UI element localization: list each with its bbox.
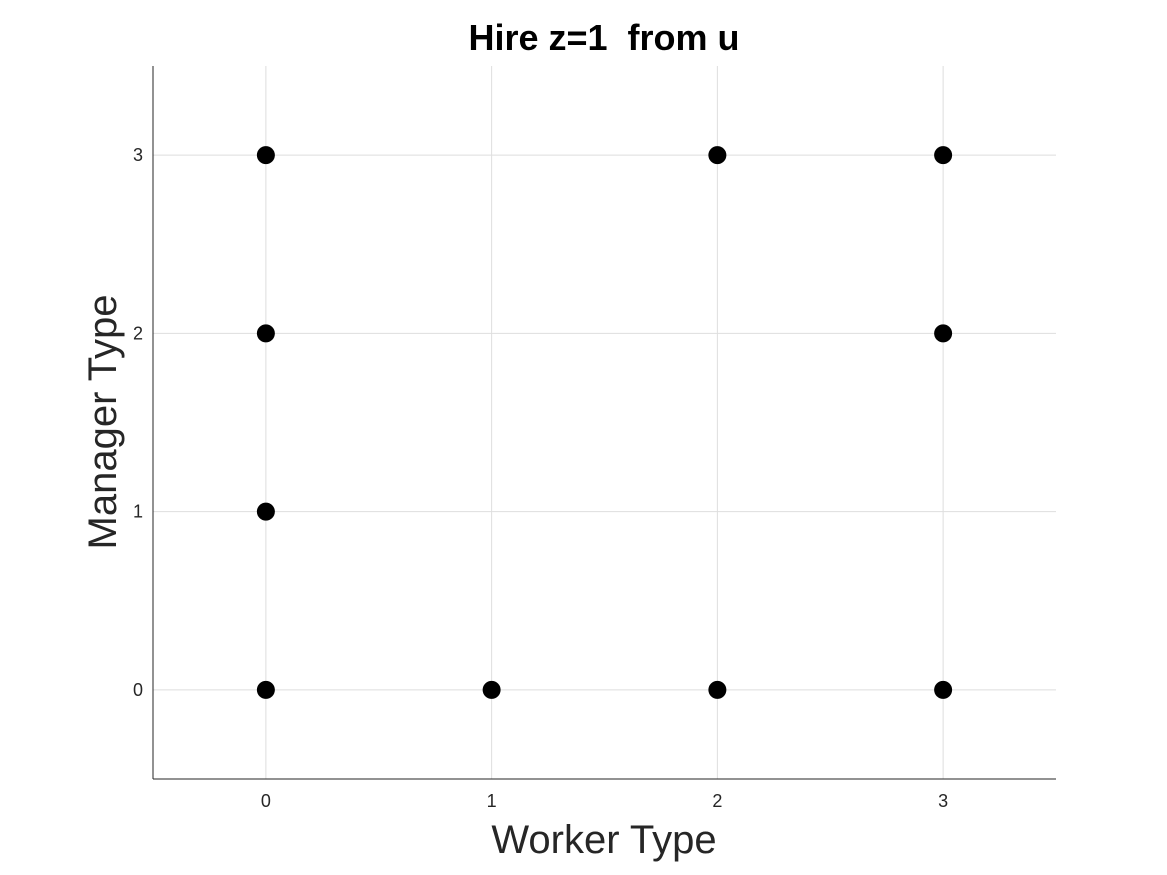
chart-title: Hire z=1 from u — [468, 17, 739, 58]
x-tick-label: 1 — [487, 791, 497, 811]
data-point — [256, 502, 275, 521]
data-point — [708, 680, 727, 699]
x-tick-label: 2 — [712, 791, 722, 811]
y-tick-label: 2 — [133, 323, 143, 343]
y-tick-label: 3 — [133, 145, 143, 165]
y-tick-label: 0 — [133, 680, 143, 700]
data-point — [934, 680, 953, 699]
data-point — [482, 680, 501, 699]
data-point — [708, 146, 727, 165]
axes — [152, 66, 1056, 780]
data-point — [256, 680, 275, 699]
x-tick-label: 0 — [261, 791, 271, 811]
x-axis-label: Worker Type — [491, 818, 716, 862]
data-point — [256, 324, 275, 343]
y-tick-label: 1 — [133, 502, 143, 522]
y-axis-label: Manager Type — [81, 295, 125, 550]
data-points — [256, 146, 953, 699]
data-point — [934, 324, 953, 343]
tick-labels: 0 1 2 3 0 1 2 3 — [133, 145, 948, 811]
data-point — [256, 146, 275, 165]
data-point — [934, 146, 953, 165]
grid — [153, 66, 1056, 779]
x-tick-label: 3 — [938, 791, 948, 811]
